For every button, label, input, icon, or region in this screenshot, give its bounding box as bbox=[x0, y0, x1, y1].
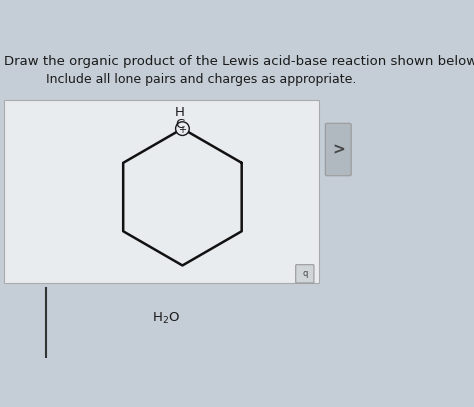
Text: Include all lone pairs and charges as appropriate.: Include all lone pairs and charges as ap… bbox=[46, 73, 356, 86]
FancyBboxPatch shape bbox=[325, 123, 351, 176]
Text: q: q bbox=[302, 269, 308, 278]
Circle shape bbox=[175, 122, 189, 136]
Text: >: > bbox=[332, 142, 345, 157]
Bar bbox=[4, 100, 319, 283]
Text: H$_2$O: H$_2$O bbox=[152, 311, 180, 326]
FancyBboxPatch shape bbox=[296, 265, 314, 283]
Text: H: H bbox=[174, 106, 184, 119]
Text: Draw the organic product of the Lewis acid-base reaction shown below.: Draw the organic product of the Lewis ac… bbox=[4, 55, 474, 68]
Text: +: + bbox=[178, 125, 186, 135]
Text: C: C bbox=[175, 118, 184, 131]
